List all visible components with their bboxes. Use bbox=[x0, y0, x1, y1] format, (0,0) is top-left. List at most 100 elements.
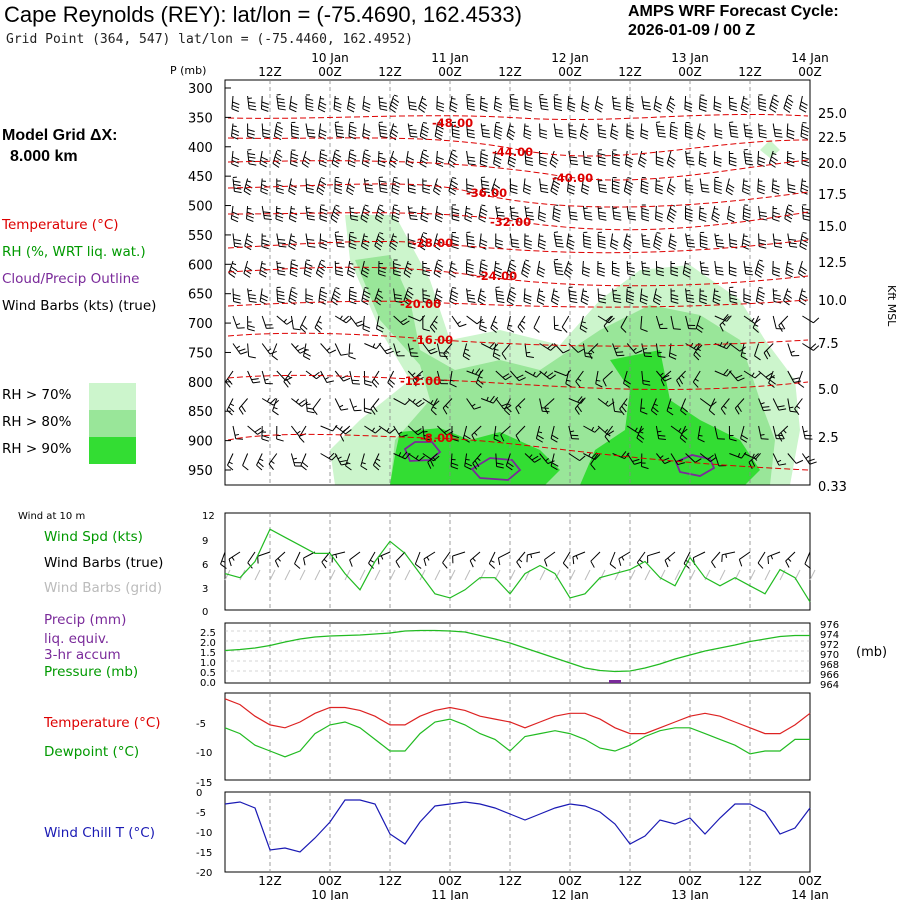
wind-barb-flag bbox=[482, 135, 491, 138]
wind-barb-half bbox=[743, 148, 748, 151]
wind-barb-flag bbox=[306, 187, 314, 191]
wind-barb-flag bbox=[785, 273, 793, 278]
wind-barb-flag bbox=[482, 190, 490, 194]
wind-barb-flag bbox=[544, 407, 549, 414]
wind-barb-flag bbox=[466, 266, 474, 270]
wind-barb-flag bbox=[582, 183, 590, 188]
wind-barb-half bbox=[612, 125, 617, 128]
wind-barb bbox=[407, 425, 419, 436]
temperature-contour-label: -20.00 bbox=[400, 297, 441, 311]
wind-barb-flag bbox=[370, 408, 376, 415]
grid-wind-barb bbox=[299, 569, 306, 581]
wind-barb-flag bbox=[341, 463, 349, 466]
wind-barb-flag bbox=[409, 211, 417, 214]
wind-barb-flag bbox=[785, 101, 793, 107]
wind-barb-flag bbox=[787, 184, 796, 187]
wind-barb-flag bbox=[729, 125, 738, 128]
wind-barb bbox=[527, 551, 541, 556]
wind-barb-flag bbox=[248, 156, 256, 159]
temperature-contour-label: -12.00 bbox=[400, 374, 441, 388]
wind-barb-flag bbox=[540, 187, 548, 190]
wind-barb-flag bbox=[291, 136, 300, 139]
wind-barb-flag bbox=[516, 561, 522, 569]
wind-barb-flag bbox=[551, 156, 559, 162]
wind-barb-flag bbox=[510, 101, 519, 104]
wind-barb-flag bbox=[480, 163, 488, 167]
wind-barb-flag bbox=[308, 245, 316, 248]
wind-barb bbox=[656, 453, 665, 464]
wind-barb-flag bbox=[744, 266, 753, 269]
wind-barb bbox=[804, 551, 811, 565]
wind-barb-half bbox=[685, 234, 691, 237]
wind-barb-half bbox=[364, 204, 369, 207]
wind-barb-flag bbox=[389, 428, 396, 434]
wind-barb bbox=[524, 343, 528, 357]
wind-barb-flag bbox=[248, 101, 256, 104]
wind-barb-flag bbox=[546, 372, 554, 378]
wind-barb-flag bbox=[409, 214, 418, 217]
wind-barb-flag bbox=[261, 246, 269, 250]
wind-barb-half bbox=[530, 554, 533, 559]
wind-barb-flag bbox=[701, 273, 710, 276]
wind-barb bbox=[640, 398, 643, 412]
wind-barb-flag bbox=[261, 239, 270, 243]
wind-barb-flag bbox=[336, 135, 345, 138]
wind-barb-flag bbox=[507, 297, 515, 302]
temperature-contour-label: -44.00 bbox=[492, 145, 533, 159]
wind-barb-flag bbox=[418, 455, 425, 462]
grid-wind-barb bbox=[689, 569, 696, 581]
wind-barb-flag bbox=[713, 297, 721, 302]
wind-barb-half bbox=[320, 97, 325, 100]
wind-barb-flag bbox=[449, 383, 457, 388]
pressure-tick-label: 350 bbox=[188, 111, 213, 126]
wind-barb-flag bbox=[553, 211, 561, 216]
wind-barb-flag bbox=[743, 208, 751, 212]
wind-barb-flag bbox=[506, 465, 513, 471]
wind-barb-flag bbox=[524, 132, 532, 137]
wind-barb-flag bbox=[668, 156, 676, 162]
wind-barb-flag bbox=[685, 215, 693, 219]
wind-barb bbox=[641, 370, 644, 384]
wind-barb bbox=[739, 551, 751, 560]
wind-barb-half bbox=[553, 258, 559, 261]
pressure-tick-label: 300 bbox=[188, 82, 213, 97]
wind-barb-flag bbox=[427, 461, 432, 469]
pressure-tick-label: 600 bbox=[188, 258, 213, 273]
wind-barb-flag bbox=[256, 464, 263, 471]
wind-barb-half bbox=[751, 372, 755, 377]
wind-barb-flag bbox=[597, 270, 605, 274]
wind-barb-flag bbox=[599, 190, 607, 193]
wind-barb-flag bbox=[319, 218, 327, 222]
wind-barb-flag bbox=[467, 128, 475, 132]
wind-barb-flag bbox=[243, 190, 251, 196]
wind-barb-flag bbox=[515, 435, 521, 442]
wind-barb bbox=[708, 398, 716, 411]
wind-barb-half bbox=[276, 93, 281, 96]
wind-barb-half bbox=[723, 405, 727, 409]
wind-barb-flag bbox=[479, 293, 487, 299]
wind-barb bbox=[524, 453, 535, 463]
wind-barb-flag bbox=[729, 108, 738, 112]
wind-barb-flag bbox=[612, 266, 620, 270]
wind-barb-flag bbox=[802, 214, 811, 218]
wind-barb bbox=[298, 425, 307, 438]
wind-barb-flag bbox=[448, 190, 456, 196]
wind-barb-flag bbox=[524, 101, 533, 105]
wind-barb-flag bbox=[748, 462, 753, 469]
wind-barb-half bbox=[698, 434, 703, 437]
wind-barb-flag bbox=[668, 187, 675, 192]
wind-barb-half bbox=[653, 403, 658, 407]
wind-barb-flag bbox=[364, 383, 372, 387]
wind-barb-flag bbox=[743, 215, 751, 219]
wind-barb-flag bbox=[293, 328, 301, 331]
temperature-contour-label: -32.00 bbox=[490, 215, 531, 229]
grid-point-subtitle: Grid Point (364, 547) lat/lon = (-75.446… bbox=[6, 32, 413, 47]
wind-barb-flag bbox=[771, 101, 779, 107]
wind-barb-flag bbox=[386, 350, 394, 355]
top-date-label: 10 Jan bbox=[311, 51, 349, 65]
dewpoint-line bbox=[224, 718, 810, 758]
grid-wind-barb bbox=[404, 569, 411, 581]
wind-barb-half bbox=[621, 556, 625, 561]
wind-barb bbox=[345, 453, 351, 466]
wind-barb-flag bbox=[347, 273, 355, 278]
